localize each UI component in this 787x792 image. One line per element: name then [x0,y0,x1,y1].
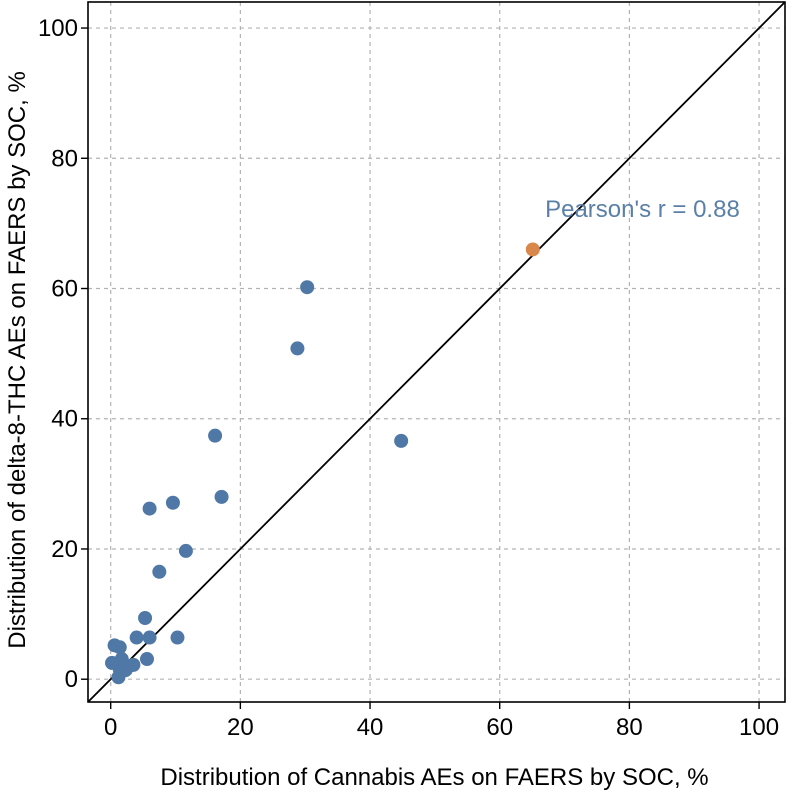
y-tick-label: 40 [51,406,78,433]
data-point [300,280,315,295]
data-point [165,495,180,510]
pearson-annotation: Pearson's r = 0.88 [545,196,740,223]
x-tick-label: 100 [739,714,779,741]
data-point [112,640,127,655]
data-point [138,611,153,625]
y-tick-label: 0 [65,666,78,693]
y-tick-label: 80 [51,145,78,172]
x-tick-label: 40 [357,714,384,741]
data-point [178,543,193,558]
data-point [142,501,157,516]
plot-frame [87,1,786,703]
data-point [170,630,185,645]
data-point [152,564,167,579]
identity-line [87,1,786,703]
x-tick-label: 0 [104,714,117,741]
data-points [104,242,540,685]
y-tick-label: 20 [51,536,78,563]
data-point [111,670,126,685]
x-tick-label: 60 [486,714,513,741]
x-axis-title: Distribution of Cannabis AEs on FAERS by… [160,764,708,791]
x-axis-ticks: 0 20 40 60 80 100 [104,702,779,741]
data-point [208,428,223,443]
data-point [140,652,155,667]
y-tick-label: 100 [38,15,78,42]
y-tick-label: 60 [51,276,78,303]
data-point [142,630,157,645]
data-point [214,489,229,504]
data-point [129,630,144,645]
data-point [394,433,409,448]
data-point [290,341,305,356]
y-axis-title: Distribution of delta-8-THC AEs on FAERS… [4,71,31,649]
y-axis-ticks: 0 20 40 60 80 100 [38,15,88,693]
x-tick-label: 20 [227,714,254,741]
highlight-point [525,242,540,257]
identity-line-group [87,1,786,703]
x-tick-label: 80 [616,714,643,741]
